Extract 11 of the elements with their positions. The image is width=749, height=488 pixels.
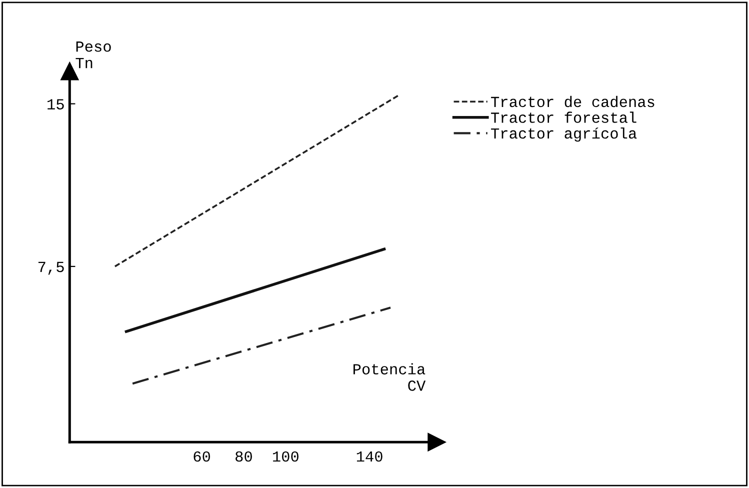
y-tick-label: 7,5 bbox=[38, 262, 64, 275]
y-tick-label: 15 bbox=[48, 99, 64, 110]
x-tick-label: 100 bbox=[273, 451, 298, 462]
y-axis-title: Peso Tn bbox=[76, 42, 111, 68]
legend-label: Tractor agrícola bbox=[491, 127, 637, 142]
x-axis-title: Potencia CV bbox=[354, 363, 426, 391]
x-tick-label: 80 bbox=[236, 451, 252, 462]
x-tick-label: 60 bbox=[194, 451, 210, 462]
x-tick-label: 140 bbox=[356, 451, 382, 462]
legend-label: Tractor forestal bbox=[491, 112, 636, 123]
legend-label: Tractor de cadenas bbox=[491, 96, 654, 108]
